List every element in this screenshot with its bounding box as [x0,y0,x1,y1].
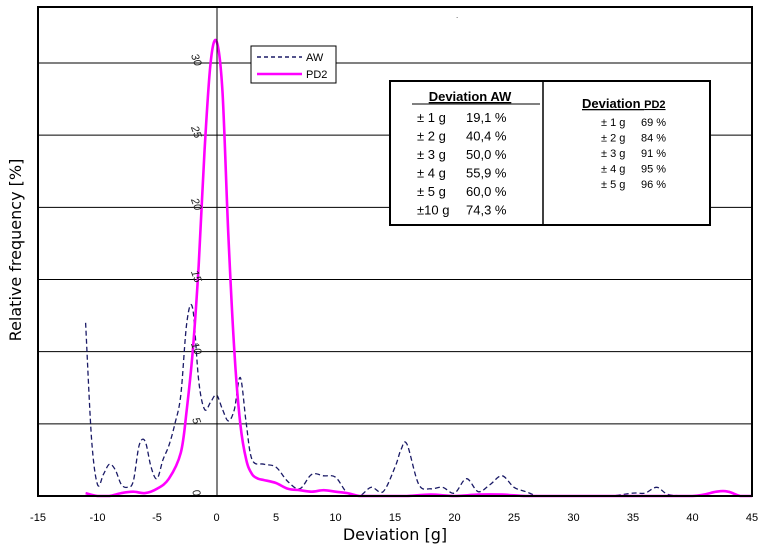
deviation-table: Deviation AW ± 1 g 19,1 % ± 2 g 40,4 % ± 3 g… [389,80,711,226]
y-tick-label-4: 20 [188,196,204,213]
aw-range-1: ± 2 g [417,129,446,144]
pd2-range-1: ± 2 g [601,133,625,145]
y-tick-label-3: 15 [188,269,204,285]
aw-value-0: 19,1 % [466,110,507,125]
y-tick-labels: 0 5 10 15 20 25 30 [188,52,204,499]
x-tick-label-6: 15 [389,512,401,524]
table-pd2-rows: ± 1 g 69 % ± 2 g 84 % ± 3 g 91 % ± 4 g 95 % ± 5 … [601,117,666,191]
x-tick-label-2: -5 [152,512,162,524]
y-tick-label-6: 30 [188,52,204,68]
table-aw-rows: ± 1 g 19,1 % ± 2 g 40,4 % ± 3 g 50,0 % ± 4 g 55… [417,110,507,218]
pd2-value-2: 91 % [641,148,666,160]
y-tick-label-2: 10 [188,341,204,357]
aw-value-1: 40,4 % [466,129,507,144]
aw-value-5: 74,3 % [466,203,507,218]
table-pd2-title: Deviation PD2 [582,96,666,111]
pd2-range-3: ± 4 g [601,164,625,176]
pd2-range-0: ± 1 g [601,117,625,129]
table-frame [389,80,711,226]
pd2-value-3: 95 % [641,164,666,176]
aw-range-3: ± 4 g [417,166,446,181]
table-pd2-title-suffix: PD2 [644,99,665,111]
y-tick-label-0: 0 [189,488,203,499]
pd2-value-4: 96 % [641,179,666,191]
aw-value-4: 60,0 % [466,184,507,199]
x-tick-label-12: 45 [746,512,758,524]
aw-value-3: 55,9 % [466,166,507,181]
y-tick-label-5: 25 [188,123,204,140]
y-tick-label-1: 5 [189,416,203,427]
x-tick-labels: -15 -10 -5 0 5 10 15 20 25 30 35 40 45 [30,512,758,524]
legend: AW PD2 [250,45,337,84]
legend-label-aw: AW [306,52,324,64]
x-tick-label-11: 40 [686,512,698,524]
legend-box [250,45,337,84]
table-aw-title: Deviation AW [429,89,512,104]
aw-range-2: ± 3 g [417,147,446,162]
pd2-range-2: ± 3 g [601,148,625,160]
pd2-value-1: 84 % [641,133,666,145]
aw-range-5: ±10 g [417,203,449,218]
stray-dot: . [456,11,458,20]
y-axis-label: Relative frequency [%] [6,159,25,342]
aw-range-4: ± 5 g [417,184,446,199]
table-pd2-title-main: Deviation [582,96,644,111]
x-tick-label-9: 30 [567,512,579,524]
x-tick-label-0: -15 [30,512,46,524]
x-tick-label-7: 20 [448,512,460,524]
pd2-range-4: ± 5 g [601,179,625,191]
x-tick-label-4: 5 [273,512,279,524]
x-tick-label-5: 10 [329,512,341,524]
series-line-aw [84,303,752,497]
x-tick-label-10: 35 [627,512,639,524]
aw-value-2: 50,0 % [466,147,507,162]
x-tick-label-8: 25 [508,512,520,524]
pd2-value-0: 69 % [641,117,666,129]
plot-frame [37,6,753,497]
aw-range-0: ± 1 g [417,110,446,125]
legend-label-pd2: PD2 [306,69,327,81]
x-tick-label-1: -10 [90,512,106,524]
x-tick-label-3: 0 [213,512,219,524]
x-axis-label: Deviation [g] [343,525,447,544]
